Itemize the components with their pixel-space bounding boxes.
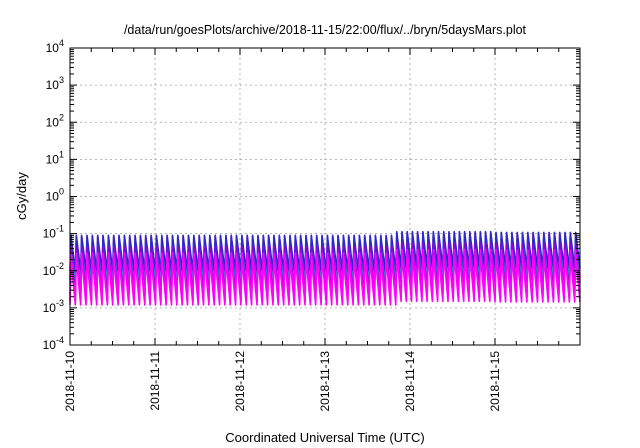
x-axis-label: Coordinated Universal Time (UTC)	[225, 430, 424, 445]
y-tick-label: 10-3	[43, 298, 64, 315]
grid	[70, 48, 580, 345]
y-tick-label: 102	[46, 112, 64, 129]
x-tick-label: 2018-11-12	[233, 351, 247, 412]
x-tick-label: 2018-11-13	[318, 351, 332, 412]
y-tick-label: 101	[46, 149, 64, 166]
y-tick-label: 104	[46, 38, 64, 55]
series-group	[69, 230, 581, 306]
y-tick-label: 10-1	[43, 224, 64, 241]
series-line-6	[69, 253, 581, 306]
y-tick-label: 103	[46, 75, 64, 92]
y-tick-label: 10-2	[43, 261, 64, 278]
x-tick-label: 2018-11-10	[63, 351, 77, 412]
x-tick-label: 2018-11-11	[148, 351, 162, 411]
chart-title: /data/run/goesPlots/archive/2018-11-15/2…	[124, 23, 527, 37]
x-tick-label: 2018-11-14	[403, 351, 417, 412]
y-tick-label: 100	[46, 187, 64, 204]
x-tick-label: 2018-11-15	[488, 351, 502, 412]
y-tick-label: 10-4	[43, 335, 64, 352]
x-axis: 2018-11-10 2018-11-11 2018-11-12 2018-11-13…	[63, 48, 560, 412]
y-axis-label: cGy/day	[14, 172, 29, 220]
